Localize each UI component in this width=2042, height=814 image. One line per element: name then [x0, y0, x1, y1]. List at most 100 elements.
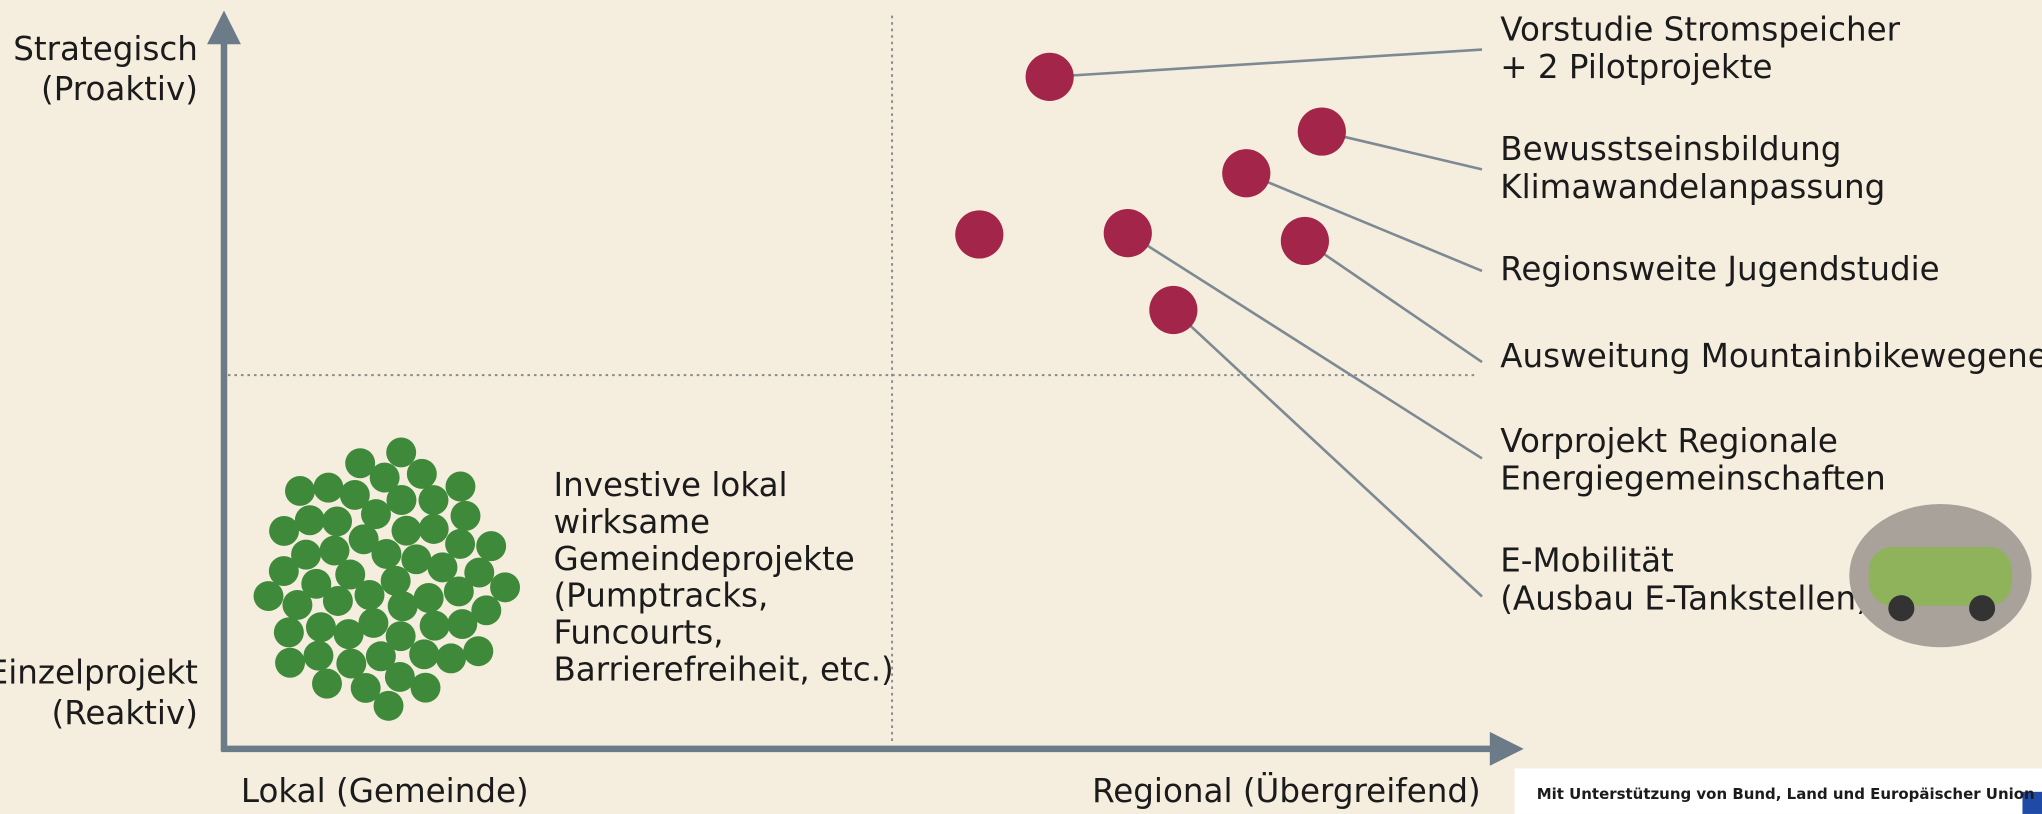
leader-line [1304, 239, 1483, 364]
project-label: Barrierefreiheit, etc.) [553, 650, 893, 688]
local-dot [409, 639, 440, 670]
local-dot [418, 513, 449, 544]
local-dot [336, 648, 367, 679]
local-dot [436, 643, 467, 674]
local-dot [322, 506, 353, 537]
eu-flag [2022, 791, 2042, 814]
local-dot [369, 462, 400, 493]
local-dot [406, 458, 437, 489]
y-axis-label: Einzelprojekt [0, 654, 198, 692]
y-axis-arrow [207, 10, 241, 45]
car-wheel [1969, 595, 1996, 622]
leader-line [1049, 48, 1483, 79]
footer-text: Mit Unterstützung von Bund, Land und Eur… [1537, 785, 2035, 803]
local-dot [385, 621, 416, 652]
regional-dot [955, 210, 1004, 259]
local-dot [268, 556, 299, 587]
car-body [1868, 546, 2013, 606]
car-wheel [1888, 595, 1915, 622]
project-label: Funcourts, [553, 614, 723, 652]
x-axis-arrow [1489, 731, 1524, 766]
local-dot [269, 515, 300, 546]
project-label: E-Mobilität [1500, 542, 1674, 580]
local-dot [335, 559, 366, 590]
local-dot [380, 565, 411, 596]
regional-dot [1222, 149, 1271, 198]
local-dot [445, 528, 476, 559]
regional-dot [1297, 107, 1346, 156]
project-label: Klimawandelanpassung [1500, 168, 1885, 206]
local-dot [391, 515, 422, 546]
local-dot [282, 589, 313, 620]
project-label: (Pumptracks, [553, 577, 768, 615]
local-dot [447, 609, 478, 640]
project-label: Investive lokal [553, 466, 787, 504]
project-label: + 2 Pilotprojekte [1500, 48, 1772, 86]
project-label: (Ausbau E-Tankstellen) [1500, 579, 1869, 617]
local-dot [301, 568, 332, 599]
local-dot [275, 647, 306, 678]
footer-box [1514, 768, 2042, 814]
local-dot [273, 617, 304, 648]
local-dot [450, 500, 481, 531]
local-dot [386, 437, 417, 468]
local-dot [319, 535, 350, 566]
local-dot [285, 475, 315, 506]
local-dot [358, 607, 389, 638]
project-label: Regionsweite Jugendstudie [1500, 250, 1939, 288]
local-dot [419, 610, 450, 641]
regional-dot [1103, 209, 1152, 258]
local-dot [312, 668, 342, 699]
y-axis-label: (Proaktiv) [41, 70, 198, 108]
leader-line [1127, 232, 1483, 460]
local-dot [413, 582, 444, 613]
local-dot [471, 595, 502, 626]
local-dot [418, 485, 449, 516]
local-dot [443, 576, 474, 607]
local-dot [427, 552, 458, 583]
project-label: Energiegemeinschaften [1500, 460, 1886, 498]
x-axis-label: Lokal (Gemeinde) [241, 772, 529, 810]
regional-dot [1025, 52, 1074, 101]
local-dot [410, 672, 441, 703]
y-axis-label: (Reaktiv) [52, 694, 198, 732]
local-dot [348, 524, 379, 555]
local-dot [305, 612, 336, 643]
local-dot [445, 471, 476, 502]
local-dot [464, 557, 495, 588]
leader-line [1321, 130, 1483, 171]
local-dot [401, 544, 432, 575]
local-dot [371, 538, 402, 569]
local-dot [354, 580, 385, 610]
project-label: Ausweitung Mountainbikewegenetz [1500, 337, 2042, 375]
x-axis-label: Regional (Übergreifend) [1092, 772, 1481, 810]
regional-dot [1149, 285, 1198, 335]
local-dot [294, 505, 325, 536]
local-dot [303, 640, 334, 671]
local-dot [291, 539, 321, 570]
local-dot [350, 672, 381, 703]
local-dot [313, 472, 344, 503]
project-label: Gemeindeprojekte [553, 540, 854, 578]
local-dot [463, 636, 494, 667]
local-dot [384, 661, 415, 692]
regional-dot [1280, 216, 1329, 266]
local-dot [345, 448, 376, 479]
project-label: Vorprojekt Regionale [1500, 422, 1838, 460]
local-dot [490, 572, 521, 603]
local-dot [322, 585, 353, 616]
local-dot [386, 485, 417, 515]
project-label: Bewusstseinsbildung [1500, 130, 1841, 168]
project-label: Vorstudie Stromspeicher [1500, 10, 1900, 48]
local-dot [365, 641, 396, 672]
local-dot [476, 531, 507, 562]
local-dot [253, 581, 284, 612]
local-dot [333, 619, 364, 650]
leader-line [1245, 172, 1483, 273]
local-dot [373, 690, 404, 721]
project-label: wirksame [553, 503, 710, 541]
local-dot [339, 479, 370, 510]
local-dot [360, 499, 391, 530]
